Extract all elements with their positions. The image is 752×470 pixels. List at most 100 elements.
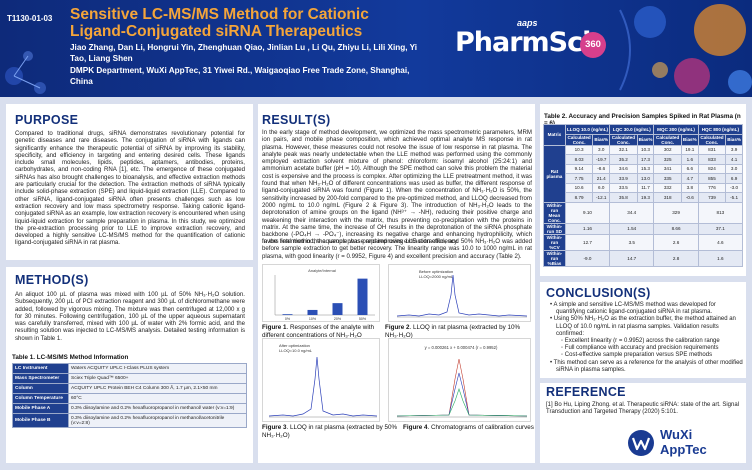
table1-row: LC Instrument Waters ACQUITY UPLC I-Class… bbox=[12, 363, 247, 374]
figure4-calibration: y = 0.000261 x + 0.000474 (r = 0.9952) bbox=[388, 338, 531, 422]
table2-cell: -3.0 bbox=[725, 182, 743, 193]
table2-cell: 8.79 bbox=[564, 192, 594, 203]
table2-subheader: Bias% bbox=[725, 133, 743, 146]
table2-cell: 3.0 bbox=[725, 163, 743, 174]
table2-summary-cell: 4.6 bbox=[697, 233, 744, 251]
table2-cell: 35.8 bbox=[609, 192, 638, 203]
table2-summary-cell: 329 bbox=[653, 201, 699, 224]
table2-summary-cell: 1.16 bbox=[564, 222, 611, 235]
table2-row: Rat plasma 10.3 3.0 32.1 10.3 302 19.1 831 3.9 bbox=[543, 144, 743, 203]
table2-cell: 21.4 bbox=[592, 173, 611, 184]
table2-cell: 6.9 bbox=[725, 173, 743, 184]
table1-row: Mass Spectrometer Sciex Triple Quad™ 6500… bbox=[12, 373, 247, 384]
conclusion-sub-3: ◦ Cost-effective sample preparation vers… bbox=[561, 352, 713, 359]
result-paragraph-2: In the final method, the sample was prep… bbox=[262, 238, 532, 260]
wuxi-logo-line1: WuXi bbox=[660, 427, 693, 442]
table2-cell: 325 bbox=[653, 154, 682, 165]
figure1-bar bbox=[307, 309, 318, 315]
table2-cell: 855 bbox=[697, 173, 727, 184]
table2-cell: 10.6 bbox=[564, 182, 594, 193]
table2-cell: 7.75 bbox=[564, 173, 594, 184]
figure4-caption-label: Figure 4 bbox=[403, 424, 428, 431]
table1-row: Column Temperature 60°C bbox=[12, 393, 247, 404]
table2-level-header: MQC 300 (ng/mL) bbox=[653, 124, 699, 135]
poster-header: T1130-01-03 Sensitive LC-MS/MS Method fo… bbox=[0, 0, 752, 97]
table1-value: Sciex Triple Quad™ 6500+ bbox=[68, 373, 247, 384]
table2-cell: 302 bbox=[653, 144, 682, 155]
figure1-bar bbox=[282, 314, 293, 315]
logo-pharmsci-text: PharmSci bbox=[455, 27, 591, 58]
table2-cell: 34.6 bbox=[609, 163, 638, 174]
table2-rat-plasma-label: Rat plasma bbox=[543, 144, 566, 203]
table1-row: Mobile Phase A 0.3% diisoylamine and 0.2%… bbox=[12, 403, 247, 414]
table1-key: Mass Spectrometer bbox=[12, 373, 69, 384]
molecule-decoration-right bbox=[619, 4, 752, 94]
table2-cell: 6.6 bbox=[680, 163, 699, 174]
figure1-category-label: 50% bbox=[359, 317, 367, 321]
table1-value: ACQUITY UPLC Protein BEH C4 Column 300 Å… bbox=[68, 383, 247, 394]
method-text: An aliquot 100 µL of plasma was mixed wi… bbox=[15, 291, 245, 342]
table2-summary-cell: 8.66 bbox=[653, 222, 699, 235]
figure2-label-line1: Before optimization bbox=[419, 269, 453, 274]
figure1-svg: Analyte/Internal 0% 10% 20% 50% bbox=[274, 268, 375, 321]
purpose-section: PURPOSE Compared to traditional drugs, s… bbox=[6, 104, 253, 260]
figure3-caption-text: . LLOQ in rat plasma (extracted by 50% N… bbox=[262, 424, 398, 439]
figure2-caption-label: Figure 2 bbox=[385, 324, 410, 331]
table2-summary-cell: 2.6 bbox=[653, 233, 699, 251]
figure4-caption-text: . Chromatograms of calibration curves bbox=[427, 424, 534, 431]
table2-level-header: HQC 800 (ng/mL) bbox=[697, 124, 744, 135]
conclusion-bullet-3: • This method can serve as a reference f… bbox=[550, 359, 743, 373]
table2-subheader: Bias% bbox=[592, 133, 611, 146]
figure3-caption-label: Figure 3 bbox=[262, 424, 287, 431]
table2-row: 10.6 6.0 33.5 11.7 332 3.8 776 -3.0 bbox=[544, 182, 743, 193]
table2-summary-cell: 2.8 bbox=[653, 249, 699, 267]
figure1-bar bbox=[357, 278, 368, 315]
table2-cell: 13.0 bbox=[636, 173, 655, 184]
result-heading: RESULT(S) bbox=[262, 113, 331, 127]
table2-subheader: Bias% bbox=[680, 133, 699, 146]
table1-value: Waters ACQUITY UPLC I-Class PLUS system bbox=[68, 363, 247, 374]
table2-section: Table 2. Accuracy and Precision Samples … bbox=[540, 104, 746, 276]
author-list: Jiao Zhang, Dan Li, Hongrui Yin, Zhenghu… bbox=[70, 43, 418, 63]
table1-key: LC Instrument bbox=[12, 363, 69, 374]
figure1-title: Analyte/Internal bbox=[308, 268, 336, 273]
table2-cell: 10.3 bbox=[564, 144, 594, 155]
table2-cell: 3.0 bbox=[592, 144, 611, 155]
table2-summary-cell: -9.0 bbox=[564, 249, 611, 267]
reference-heading: REFERENCE bbox=[546, 385, 626, 399]
table2-summary-label: Within-run %CV bbox=[543, 233, 566, 251]
wuxi-logo-line2: AppTec bbox=[660, 442, 707, 457]
table2-summary-row: Within-run %CV 12.7 3.5 2.6 4.6 bbox=[543, 233, 744, 251]
table2-summary-row: Within-run Mean Conc. 9.10 34.4 329 813 bbox=[543, 201, 744, 224]
table2-matrix-header: Matrix bbox=[543, 124, 566, 146]
purpose-text: Compared to traditional drugs, siRNA dem… bbox=[15, 130, 245, 247]
table2-cell: -8.6 bbox=[592, 163, 611, 174]
table2-summary-cell: 9.10 bbox=[564, 201, 611, 224]
table2-cell: 739 bbox=[697, 192, 727, 203]
table2-cell: 17.3 bbox=[636, 154, 655, 165]
figure3-label-line2: LLOQ=10.0 ng/mL bbox=[279, 348, 313, 353]
figure4-caption: Figure 4. Chromatograms of calibration c… bbox=[403, 424, 543, 432]
table2-subheader: Calculated Conc. bbox=[564, 133, 594, 146]
table2-subheader: Calculated Conc. bbox=[653, 133, 682, 146]
table2-cell: 19.3 bbox=[636, 192, 655, 203]
molecule-decoration-left bbox=[5, 51, 46, 94]
table2-cell: 11.7 bbox=[636, 182, 655, 193]
table2-summary-cell: 14.7 bbox=[609, 249, 655, 267]
table1-key: Column bbox=[12, 383, 69, 394]
table2-cell: 833 bbox=[697, 154, 727, 165]
table2-cell: 3.9 bbox=[725, 144, 743, 155]
table2-row: 9.14 -8.6 34.6 15.3 341 6.6 824 3.0 bbox=[544, 163, 743, 174]
table2-level-header: LQC 30.0 (ng/mL) bbox=[609, 124, 655, 135]
conclusion-list: • A simple and sensitive LC-MS/MS method… bbox=[550, 302, 744, 374]
table2-cell: 4.1 bbox=[725, 154, 743, 165]
table2-accuracy-precision: Matrix LLOQ 10.0 (ng/mL) LQC 30.0 (ng/mL) M… bbox=[543, 124, 744, 267]
table2-cell: 318 bbox=[653, 192, 682, 203]
table2-caption: Table 2. Accuracy and Precision Samples … bbox=[544, 113, 741, 127]
affiliation: DMPK Department, WuXi AppTec, 31 Yiwei R… bbox=[70, 66, 410, 86]
table2-summary-cell: 813 bbox=[697, 201, 744, 224]
table2-summary-label: Within-run %Bias bbox=[543, 249, 566, 267]
table2-cell: 9.14 bbox=[564, 163, 594, 174]
figure3-chromatogram: After optimization LLOQ=10.0 ng/mL bbox=[262, 338, 380, 422]
table2-cell: -19.7 bbox=[592, 154, 611, 165]
